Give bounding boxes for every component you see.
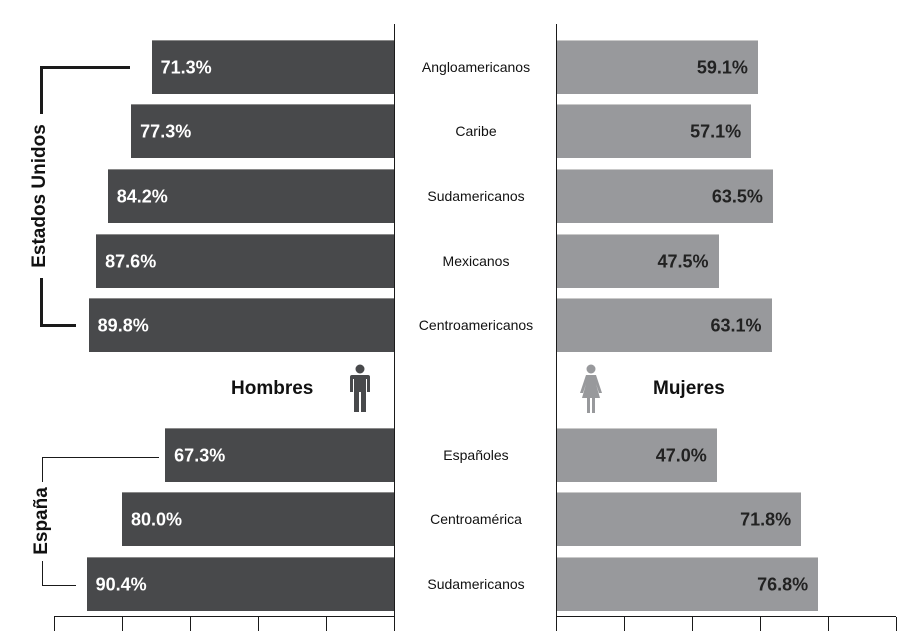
category-label: Centroamericanos [418, 317, 534, 333]
bar-hombres: 90.4% [86, 557, 394, 611]
women-axis-tick [828, 617, 829, 631]
value-label-mujeres: 71.8% [740, 509, 792, 529]
bar-hombres: 84.2% [107, 169, 394, 223]
bar-hombres: 89.8% [88, 298, 394, 352]
women-x-axis [556, 616, 896, 617]
value-label-hombres: 89.8% [97, 315, 149, 335]
women-axis-tick [692, 617, 693, 631]
group-label-espana: España [31, 487, 52, 555]
category-label: Sudamericanos [427, 576, 525, 592]
value-label-hombres: 87.6% [105, 251, 157, 271]
men-axis-tick [190, 617, 191, 631]
bar-mujeres: 71.8% [557, 492, 802, 546]
men-axis-line [394, 24, 395, 631]
men-axis-tick [258, 617, 259, 631]
bar-hombres: 87.6% [96, 234, 394, 288]
value-label-mujeres: 59.1% [696, 57, 748, 77]
group-label-estados-unidos: Estados Unidos [29, 124, 50, 268]
bar-mujeres: 63.1% [557, 298, 772, 352]
bar-mujeres: 47.0% [557, 428, 717, 482]
value-label-hombres: 71.3% [160, 57, 212, 77]
value-label-mujeres: 76.8% [757, 574, 809, 594]
male-person-icon [348, 364, 372, 414]
bar-hombres: 71.3% [151, 40, 394, 94]
women-axis-tick [556, 617, 557, 631]
category-label: Angloamericanos [421, 59, 531, 75]
bar-mujeres: 57.1% [557, 104, 752, 158]
legend-women-label: Mujeres [653, 378, 725, 399]
value-label-hombres: 80.0% [131, 509, 183, 529]
category-label: Mexicanos [442, 253, 510, 269]
men-axis-tick [54, 617, 55, 631]
bar-hombres: 80.0% [122, 492, 394, 546]
bar-mujeres: 59.1% [557, 40, 758, 94]
men-axis-tick [394, 617, 395, 631]
bar-hombres: 77.3% [131, 104, 394, 158]
value-label-mujeres: 47.5% [657, 251, 709, 271]
men-x-axis [54, 616, 395, 617]
bar-mujeres: 76.8% [557, 557, 819, 611]
women-axis-tick [760, 617, 761, 631]
men-axis-tick [326, 617, 327, 631]
value-label-mujeres: 47.0% [655, 445, 707, 465]
category-label: Sudamericanos [427, 188, 525, 204]
value-label-hombres: 90.4% [95, 574, 147, 594]
value-label-hombres: 67.3% [174, 445, 226, 465]
women-axis-tick [896, 617, 897, 631]
category-label: Centroamérica [430, 511, 522, 527]
legend-men-label: Hombres [231, 378, 314, 399]
category-label: Caribe [455, 123, 497, 139]
value-label-mujeres: 63.5% [711, 186, 763, 206]
value-label-hombres: 84.2% [116, 186, 168, 206]
bar-mujeres: 47.5% [557, 234, 719, 288]
value-label-mujeres: 57.1% [690, 121, 742, 141]
female-person-icon [578, 364, 604, 414]
men-axis-tick [122, 617, 123, 631]
value-label-mujeres: 63.1% [710, 315, 762, 335]
category-label: Españoles [443, 447, 509, 463]
bar-hombres: 67.3% [165, 428, 394, 482]
bar-mujeres: 63.5% [557, 169, 773, 223]
women-axis-tick [624, 617, 625, 631]
women-axis-line [556, 24, 557, 631]
value-label-hombres: 77.3% [140, 121, 192, 141]
